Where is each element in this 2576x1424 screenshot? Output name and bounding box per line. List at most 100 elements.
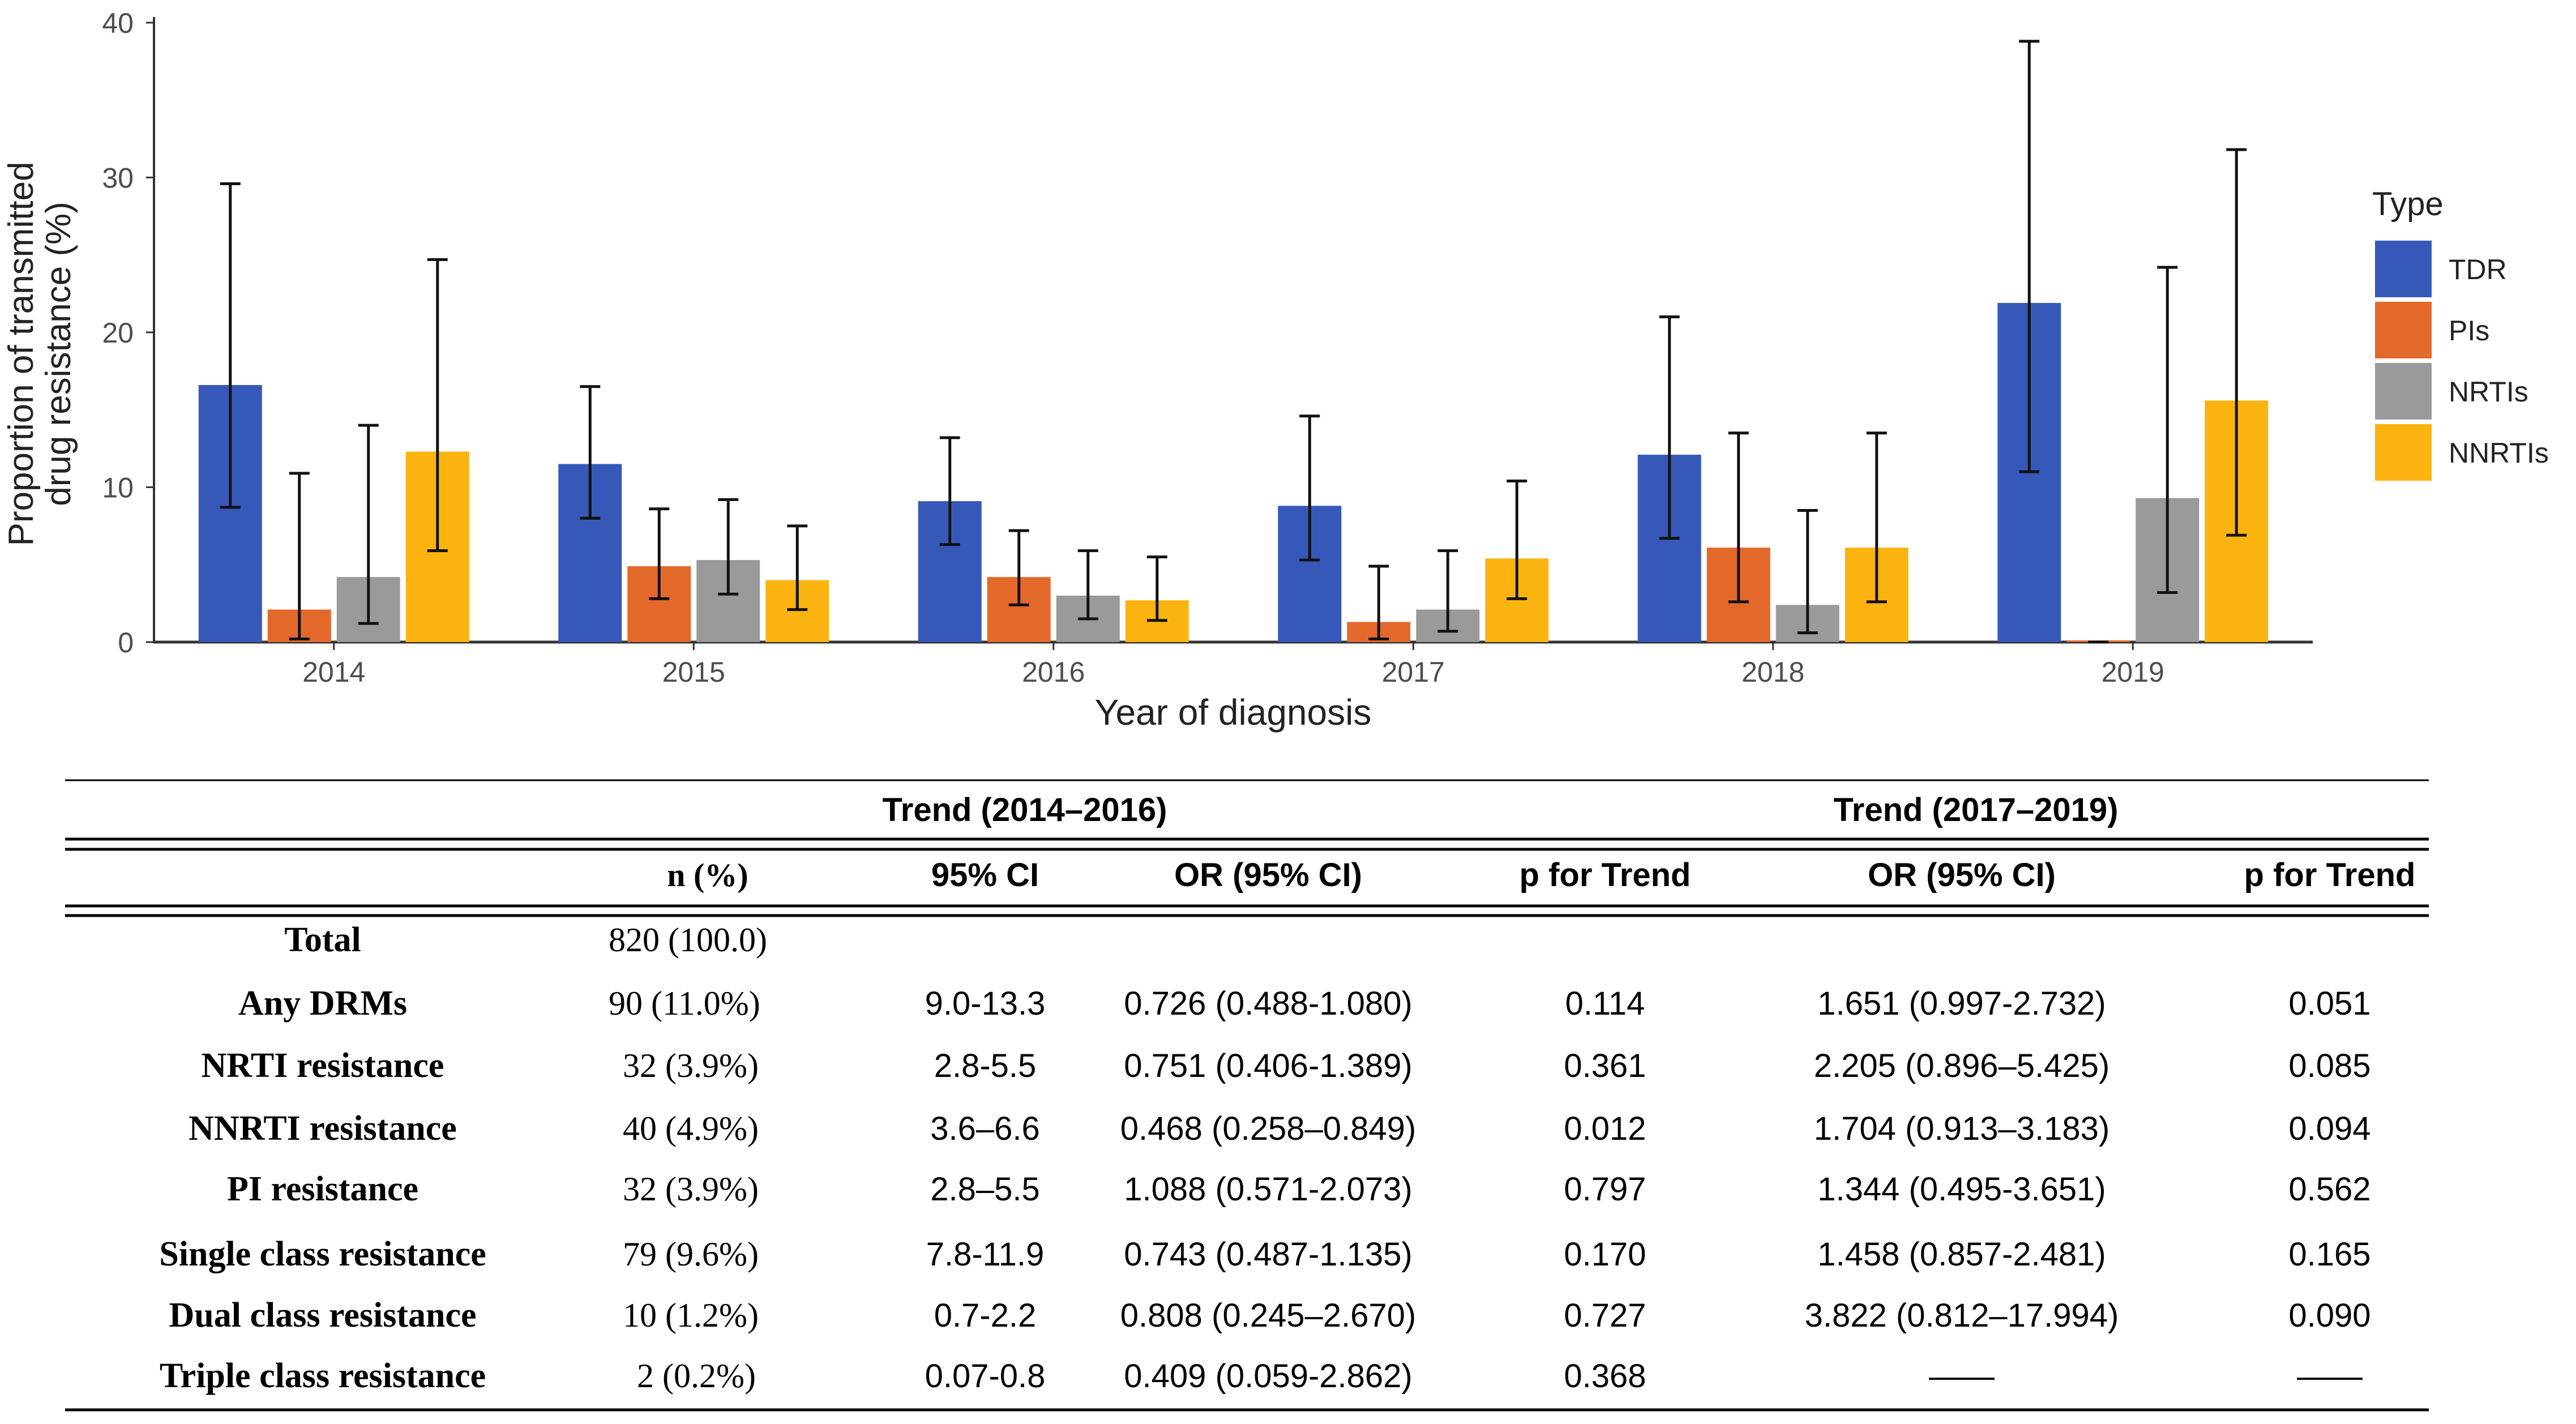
group-header-2014-2016: Trend (2014–2016)	[883, 792, 1167, 828]
legend-swatch-nrtis	[2375, 363, 2432, 420]
legend-swatch-nnrtis	[2375, 424, 2432, 481]
y-axis-label: Proportion of transmitted drug resistanc…	[2, 162, 78, 546]
cell-or-1: 0.468 (0.258–0.849)	[1120, 1110, 1416, 1147]
legend-label-nrtis: NRTIs	[2449, 376, 2528, 408]
table-row: PI resistance 32 (3.9%) 2.8–5.5 1.088 (0…	[227, 1170, 2371, 1208]
legend-label-pis: PIs	[2449, 315, 2489, 347]
cell-n: 79 (9.6%)	[623, 1235, 759, 1273]
cell-ci: 9.0-13.3	[925, 985, 1046, 1022]
y-tick-label: 40	[102, 7, 134, 39]
y-tick-label: 30	[102, 163, 134, 194]
legend-swatch-tdr	[2375, 241, 2432, 297]
cell-or-1: 0.808 (0.245–2.670)	[1120, 1297, 1416, 1334]
cell-ci: 0.07-0.8	[925, 1358, 1046, 1395]
cell-or-2: 3.822 (0.812–17.994)	[1805, 1297, 2119, 1334]
cell-n: 40 (4.9%)	[623, 1110, 759, 1147]
cell-ci: 2.8–5.5	[930, 1171, 1040, 1208]
cell-or-2: 1.458 (0.857-2.481)	[1817, 1236, 2106, 1273]
x-tick-label: 2015	[662, 656, 725, 688]
cell-ci: 0.7-2.2	[934, 1297, 1037, 1334]
legend-title: Type	[2372, 186, 2444, 223]
row-label: PI resistance	[227, 1170, 418, 1208]
error-bar-tdr-2016	[939, 436, 960, 546]
x-tick-label: 2017	[1382, 656, 1445, 688]
error-bar-nnrtis-2015	[787, 524, 808, 611]
error-bar-nrtis-2016	[1077, 549, 1098, 621]
error-bars	[220, 40, 2247, 644]
cell-or-1: 0.743 (0.487-1.135)	[1124, 1236, 1412, 1273]
cell-ci: 2.8-5.5	[934, 1047, 1037, 1084]
error-bar-tdr-2015	[580, 385, 601, 520]
table-row: Single class resistance 79 (9.6%) 7.8-11…	[159, 1235, 2370, 1273]
error-bar-pis-2014	[289, 472, 310, 641]
error-bar-tdr-2018	[1659, 315, 1680, 540]
legend-items: TDR PIs NRTIs NNRTIs	[2375, 241, 2549, 481]
table-row: NNRTI resistance 40 (4.9%) 3.6–6.6 0.468…	[189, 1109, 2370, 1148]
cell-or-1: 0.409 (0.059-2.862)	[1124, 1358, 1412, 1395]
cell-p-2: 0.562	[2288, 1171, 2370, 1208]
cell-p-2: 0.165	[2288, 1236, 2370, 1273]
x-tick-label: 2018	[1741, 656, 1804, 688]
error-bar-nnrtis-2017	[1507, 480, 1527, 600]
legend-label-nnrtis: NNRTIs	[2449, 437, 2549, 469]
cell-p-1: 0.361	[1564, 1047, 1646, 1084]
x-tick-label: 2014	[302, 656, 365, 688]
col-header-n: n (%)	[667, 857, 748, 893]
cell-p-2: 0.094	[2288, 1110, 2370, 1147]
legend-swatch-pis	[2375, 302, 2432, 358]
cell-p-1: 0.012	[1564, 1110, 1646, 1147]
cell-ci: 7.8-11.9	[926, 1236, 1045, 1273]
cell-p-1: 0.368	[1564, 1358, 1646, 1395]
error-bar-nnrtis-2016	[1146, 555, 1167, 622]
cell-or-2: ——	[1929, 1358, 1995, 1395]
row-label: Any DRMs	[238, 984, 407, 1023]
error-bar-pis-2018	[1728, 431, 1749, 604]
cell-n: 10 (1.2%)	[623, 1297, 759, 1334]
cell-p-2: ——	[2297, 1358, 2363, 1395]
error-bar-tdr-2019	[2019, 40, 2040, 473]
legend-label-tdr: TDR	[2449, 254, 2507, 285]
cell-ci: 3.6–6.6	[930, 1110, 1040, 1147]
y-tick-label: 20	[102, 317, 134, 349]
table-row: NRTI resistance 32 (3.9%) 2.8-5.5 0.751 …	[202, 1046, 2371, 1085]
y-tick-label: 10	[102, 472, 134, 504]
cell-n: 2 (0.2%)	[637, 1357, 756, 1395]
cell-p-2: 0.051	[2288, 985, 2370, 1022]
x-tick-label: 2016	[1022, 656, 1085, 688]
cell-p-1: 0.727	[1564, 1297, 1646, 1334]
table-row: Triple class resistance 2 (0.2%) 0.07-0.…	[160, 1357, 2363, 1395]
bar-chart: 0 10 20 30 40 2014 2015 2016 2017 2018 2019 Year …	[2, 7, 2549, 733]
cell-p-1: 0.797	[1564, 1171, 1646, 1208]
group-header-2017-2019: Trend (2017–2019)	[1834, 792, 2119, 828]
legend: Type TDR PIs NRTIs NNRTIs	[2372, 186, 2549, 481]
cell-or-1: 1.088 (0.571-2.073)	[1124, 1171, 1412, 1208]
cell-or-2: 1.704 (0.913–3.183)	[1814, 1110, 2109, 1147]
cell-p-2: 0.090	[2288, 1297, 2370, 1334]
x-tick-label: 2019	[2102, 656, 2164, 688]
error-bar-tdr-2017	[1299, 414, 1320, 562]
cell-or-1: 0.751 (0.406-1.389)	[1124, 1047, 1412, 1084]
col-header-95ci: 95% CI	[931, 857, 1039, 893]
row-label: Total	[284, 921, 361, 959]
row-label: NNRTI resistance	[189, 1109, 457, 1148]
cell-n: 32 (3.9%)	[623, 1170, 759, 1208]
error-bar-nrtis-2015	[718, 498, 739, 596]
y-axis-label-line-2: drug resistance (%)	[39, 202, 78, 506]
error-bar-nrtis-2014	[358, 424, 379, 625]
col-header-or-1: OR (95% CI)	[1174, 857, 1362, 893]
col-header-p-2: p for Trend	[2244, 857, 2416, 893]
cell-or-2: 2.205 (0.896–5.425)	[1814, 1047, 2109, 1084]
row-label: NRTI resistance	[202, 1046, 444, 1085]
error-bar-nrtis-2018	[1797, 509, 1818, 635]
error-bar-tdr-2014	[220, 182, 241, 509]
error-bar-nrtis-2017	[1437, 549, 1458, 633]
col-header-p-1: p for Trend	[1520, 857, 1691, 893]
table-row: Total 820 (100.0)	[284, 921, 767, 959]
col-header-or-2: OR (95% CI)	[1868, 857, 2056, 893]
cell-or-1: 0.726 (0.488-1.080)	[1124, 985, 1412, 1022]
table-row: Any DRMs 90 (11.0%) 9.0-13.3 0.726 (0.48…	[238, 984, 2371, 1023]
error-bar-pis-2017	[1368, 565, 1389, 641]
cell-n: 90 (11.0%)	[609, 985, 760, 1022]
chart-axes	[153, 17, 2313, 644]
